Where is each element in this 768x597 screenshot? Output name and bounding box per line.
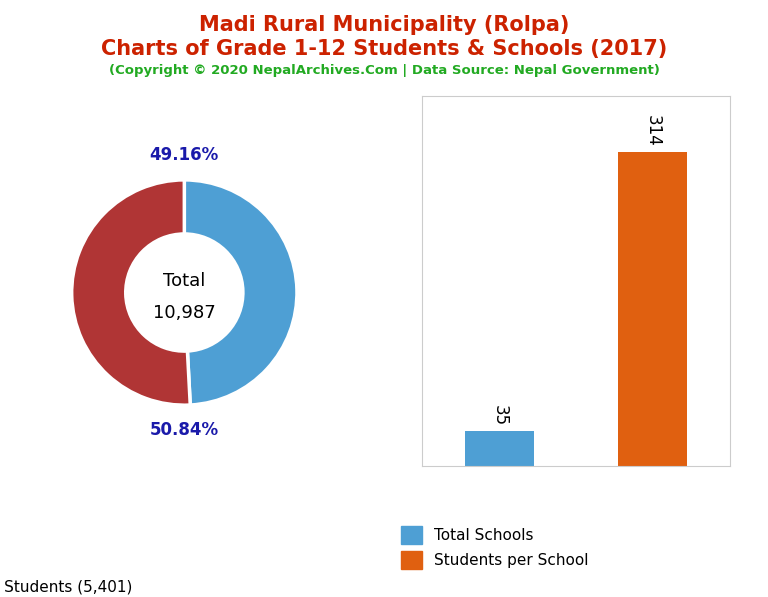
Legend: Male Students (5,401), Female Students (5,586): Male Students (5,401), Female Students (…: [0, 570, 159, 597]
Text: 314: 314: [644, 115, 662, 146]
Text: Charts of Grade 1-12 Students & Schools (2017): Charts of Grade 1-12 Students & Schools …: [101, 39, 667, 59]
Text: Total: Total: [163, 272, 206, 290]
Text: Madi Rural Municipality (Rolpa): Madi Rural Municipality (Rolpa): [199, 15, 569, 35]
Text: 50.84%: 50.84%: [150, 421, 219, 439]
Bar: [618, 152, 687, 466]
Legend: Total Schools, Students per School: Total Schools, Students per School: [393, 518, 597, 577]
Wedge shape: [71, 180, 190, 405]
Text: 35: 35: [490, 405, 508, 426]
Text: 49.16%: 49.16%: [150, 146, 219, 164]
Bar: [465, 430, 534, 466]
Text: (Copyright © 2020 NepalArchives.Com | Data Source: Nepal Government): (Copyright © 2020 NepalArchives.Com | Da…: [108, 64, 660, 77]
Wedge shape: [184, 180, 297, 405]
Text: 10,987: 10,987: [153, 304, 216, 322]
